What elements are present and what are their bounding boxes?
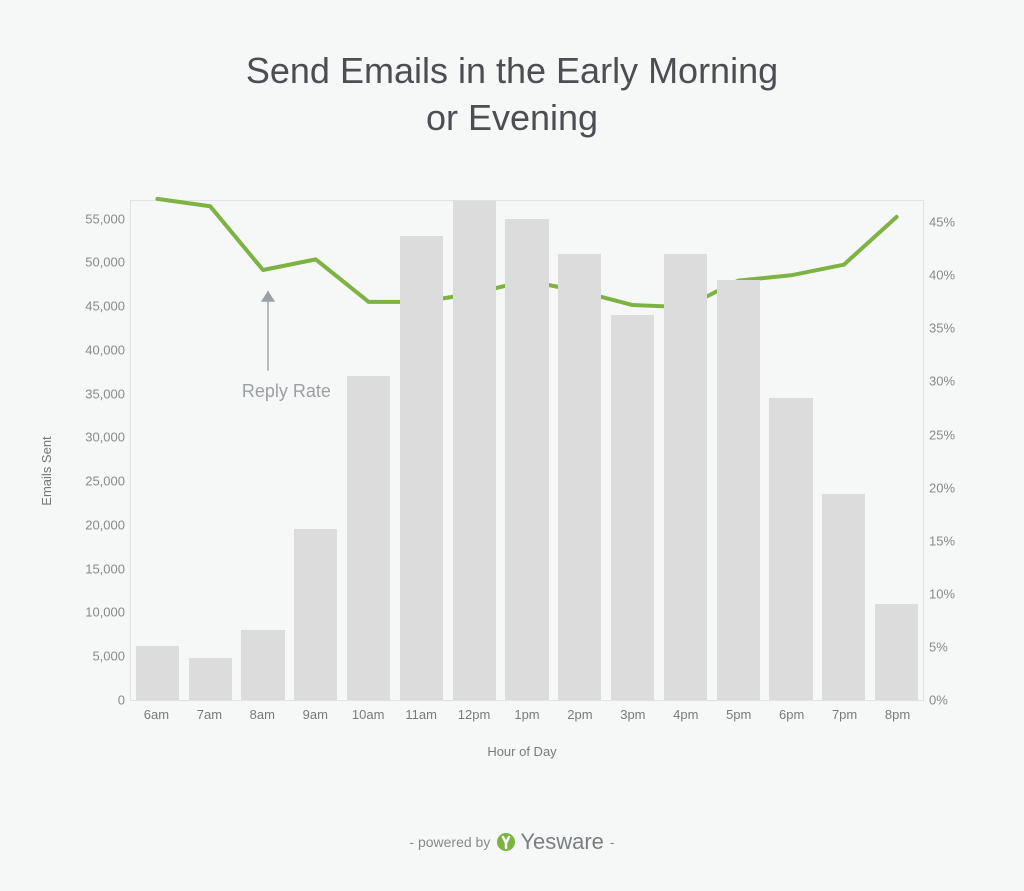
x-tick-label: 4pm bbox=[673, 707, 698, 722]
plot-area: 05,00010,00015,00020,00025,00030,00035,0… bbox=[130, 200, 924, 701]
x-tick-label: 12pm bbox=[458, 707, 491, 722]
y-left-tick: 35,000 bbox=[85, 386, 125, 401]
chart-container: Emails Sent 05,00010,00015,00020,00025,0… bbox=[60, 180, 984, 761]
x-tick-label: 2pm bbox=[567, 707, 592, 722]
y-left-tick: 45,000 bbox=[85, 299, 125, 314]
title-line-2: or Evening bbox=[426, 97, 598, 138]
x-tick-label: 8pm bbox=[885, 707, 910, 722]
brand-logo: Yesware bbox=[496, 829, 604, 855]
x-axis-title: Hour of Day bbox=[60, 744, 984, 759]
y-right-tick: 0% bbox=[929, 693, 948, 708]
y-right-tick: 35% bbox=[929, 321, 955, 336]
powered-by-suffix: - bbox=[610, 834, 615, 850]
y-right-tick: 30% bbox=[929, 374, 955, 389]
x-tick-label: 10am bbox=[352, 707, 385, 722]
brand-name: Yesware bbox=[520, 829, 604, 855]
y-left-tick: 55,000 bbox=[85, 211, 125, 226]
y-left-axis-label: Emails Sent bbox=[39, 436, 54, 505]
y-left-tick: 10,000 bbox=[85, 605, 125, 620]
x-tick-label: 6pm bbox=[779, 707, 804, 722]
x-tick-label: 6am bbox=[144, 707, 169, 722]
powered-by-prefix: - powered by bbox=[409, 834, 490, 850]
y-right-tick: 10% bbox=[929, 586, 955, 601]
y-left-tick: 0 bbox=[118, 693, 125, 708]
y-left-tick: 20,000 bbox=[85, 517, 125, 532]
x-tick-label: 1pm bbox=[514, 707, 539, 722]
footer-attribution: - powered by Yesware - bbox=[0, 829, 1024, 855]
x-tick-label: 7am bbox=[197, 707, 222, 722]
y-right-tick: 5% bbox=[929, 639, 948, 654]
y-left-tick: 30,000 bbox=[85, 430, 125, 445]
y-left-tick: 50,000 bbox=[85, 255, 125, 270]
y-left-tick: 40,000 bbox=[85, 342, 125, 357]
x-tick-label: 8am bbox=[250, 707, 275, 722]
x-tick-label: 5pm bbox=[726, 707, 751, 722]
y-right-tick: 15% bbox=[929, 533, 955, 548]
x-tick-label: 9am bbox=[303, 707, 328, 722]
y-left-tick: 15,000 bbox=[85, 561, 125, 576]
y-right-tick: 25% bbox=[929, 427, 955, 442]
x-axis-labels: 6am 7am 8am 9am 10am 11am 12pm 1pm 2pm 3pm 4pm 5pm 6… bbox=[130, 707, 924, 727]
x-tick-label: 11am bbox=[405, 707, 437, 722]
brand-logo-icon bbox=[496, 832, 516, 852]
y-right-tick: 45% bbox=[929, 215, 955, 230]
annotation-arrow-icon bbox=[131, 201, 923, 700]
x-tick-label: 3pm bbox=[620, 707, 645, 722]
y-left-tick: 25,000 bbox=[85, 474, 125, 489]
y-right-tick: 20% bbox=[929, 480, 955, 495]
y-right-tick: 40% bbox=[929, 268, 955, 283]
title-line-1: Send Emails in the Early Morning bbox=[246, 50, 778, 91]
x-tick-label: 7pm bbox=[832, 707, 857, 722]
y-left-tick: 5,000 bbox=[92, 649, 125, 664]
chart-title: Send Emails in the Early Morning or Even… bbox=[0, 0, 1024, 152]
